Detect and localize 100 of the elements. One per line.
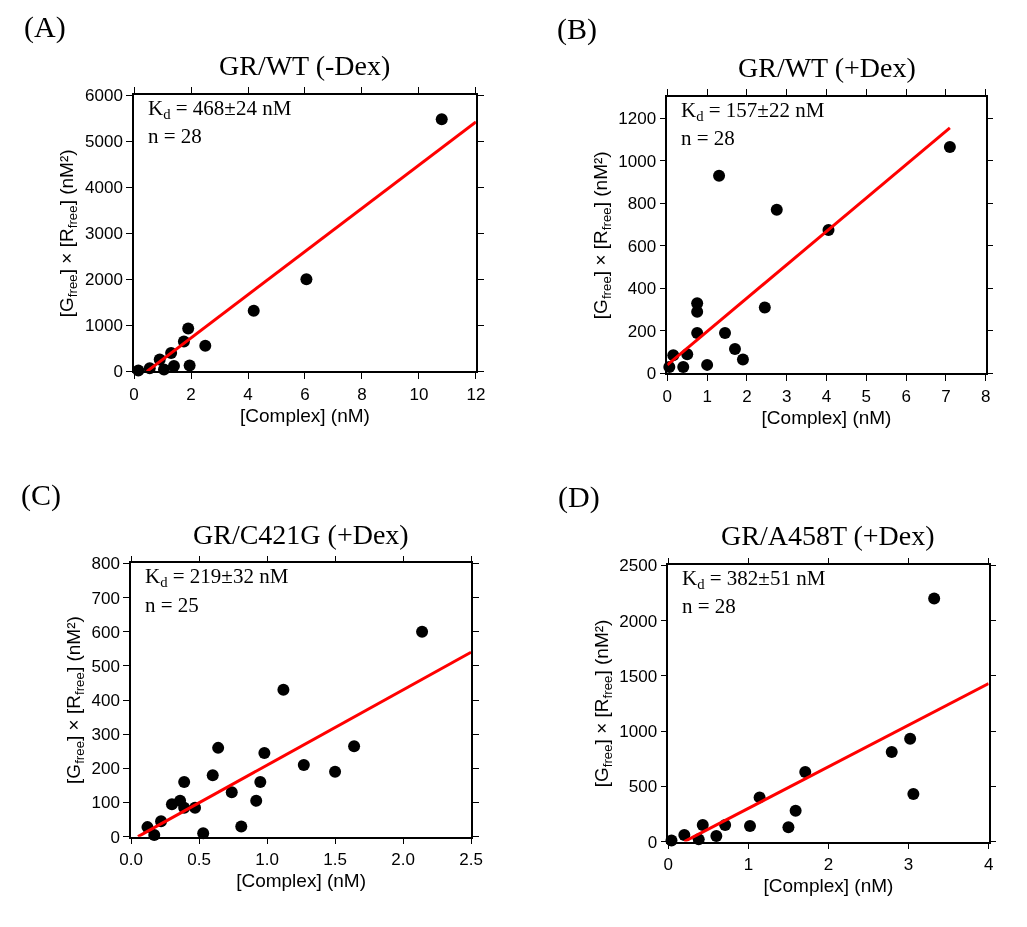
- point: [254, 776, 267, 789]
- point: [297, 758, 310, 771]
- point: [182, 322, 195, 335]
- x-tick-label: 8: [980, 386, 991, 406]
- x-tick-label: 4: [243, 384, 253, 404]
- y-tick-label: 5000: [85, 132, 123, 152]
- y-tick-label: 1000: [619, 722, 658, 742]
- x-tick-label: 0: [662, 386, 673, 406]
- point: [300, 273, 313, 286]
- y-tick-label: 500: [628, 777, 658, 797]
- x-axis-title: [Complex] (nM): [763, 875, 894, 897]
- x-tick-label: 4: [821, 386, 832, 406]
- text: (D): [558, 480, 600, 514]
- point: [904, 732, 917, 745]
- point: [799, 765, 812, 778]
- point: [743, 820, 756, 833]
- point: [713, 169, 726, 182]
- y-tick-label: 400: [627, 279, 657, 299]
- point: [199, 339, 212, 352]
- annotation: n = 28: [681, 126, 735, 150]
- point: [789, 804, 802, 817]
- x-tick-label: 4: [983, 854, 994, 874]
- point: [178, 776, 191, 789]
- annotation: n = 25: [145, 593, 199, 617]
- point: [728, 342, 741, 355]
- point: [710, 830, 723, 843]
- y-tick-label: 600: [91, 622, 120, 642]
- y-tick-label: 0: [646, 364, 657, 384]
- point: [277, 683, 290, 696]
- text: (C): [21, 478, 61, 512]
- y-tick-label: 1000: [85, 316, 123, 336]
- point: [928, 592, 941, 605]
- point: [329, 765, 342, 778]
- x-tick-label: 3: [781, 386, 792, 406]
- y-tick-label: 1200: [618, 109, 657, 129]
- annotation: n = 28: [682, 594, 736, 618]
- x-tick-label: 1: [702, 386, 712, 406]
- x-axis-title: [Complex] (nM): [761, 406, 892, 428]
- x-tick-label: 0.5: [187, 849, 211, 869]
- annotation: n = 28: [148, 124, 202, 148]
- text: (B): [557, 12, 597, 46]
- annotation: K$_{d}$ = 382±51 nM: [682, 566, 826, 593]
- point: [435, 113, 448, 126]
- point: [678, 828, 691, 841]
- y-tick-label: 300: [91, 725, 120, 745]
- x-tick-label: 8: [357, 384, 367, 404]
- y-tick-label: 0: [113, 362, 123, 382]
- point: [770, 203, 783, 216]
- y-tick-label: 4000: [85, 178, 123, 198]
- y-tick-label: 1500: [619, 666, 658, 686]
- x-tick-label: 2.0: [391, 849, 415, 869]
- x-tick-label: 6: [901, 386, 911, 406]
- point: [235, 820, 248, 833]
- chart-title: GR/C421G (+Dex): [193, 519, 409, 550]
- x-tick-label: 0.0: [119, 849, 143, 869]
- y-tick-label: 6000: [85, 86, 123, 106]
- annotation: K$_{d}$ = 219±32 nM: [145, 564, 289, 591]
- y-tick-label: 400: [91, 690, 120, 710]
- x-tick-label: 2.5: [459, 849, 483, 869]
- y-tick-label: 100: [91, 793, 120, 813]
- x-axis-title: [Complex] (nM): [236, 870, 367, 892]
- y-tick-label: 800: [91, 554, 120, 574]
- chart-title: GR/WT (-Dex): [219, 50, 391, 81]
- point: [907, 788, 920, 801]
- point: [736, 353, 749, 366]
- x-tick-label: 0: [663, 854, 674, 874]
- text: (A): [24, 10, 66, 44]
- y-tick-label: 500: [91, 656, 120, 676]
- y-tick-label: 2500: [619, 556, 658, 576]
- y-tick-label: 200: [91, 759, 120, 779]
- x-axis-title: [Complex] (nM): [240, 404, 370, 426]
- x-tick-label: 7: [941, 386, 951, 406]
- y-tick-label: 3000: [85, 224, 123, 244]
- point: [719, 327, 732, 339]
- point: [758, 301, 771, 314]
- x-tick-label: 5: [861, 386, 872, 406]
- point: [247, 304, 260, 317]
- x-tick-label: 0: [129, 384, 139, 404]
- point: [250, 794, 263, 807]
- point: [225, 786, 238, 799]
- y-tick-label: 2000: [619, 611, 658, 631]
- point: [348, 740, 361, 753]
- y-tick-label: 0: [110, 827, 120, 847]
- y-tick-label: 2000: [85, 270, 123, 290]
- y-tick-label: 0: [647, 832, 658, 852]
- y-tick-label: 200: [627, 321, 657, 341]
- y-tick-label: 1000: [618, 151, 657, 171]
- x-tick-label: 12: [466, 384, 486, 404]
- x-tick-label: 6: [300, 384, 310, 404]
- point: [416, 625, 429, 638]
- x-tick-label: 2: [186, 384, 196, 404]
- x-tick-label: 10: [409, 384, 429, 404]
- point: [696, 819, 709, 831]
- chart-title: GR/A458T (+Dex): [721, 520, 935, 551]
- point: [782, 821, 795, 834]
- point: [701, 358, 714, 371]
- chart-title: GR/WT (+Dex): [738, 52, 916, 83]
- point: [258, 746, 271, 759]
- x-tick-label: 1.0: [255, 849, 279, 869]
- point: [677, 361, 690, 373]
